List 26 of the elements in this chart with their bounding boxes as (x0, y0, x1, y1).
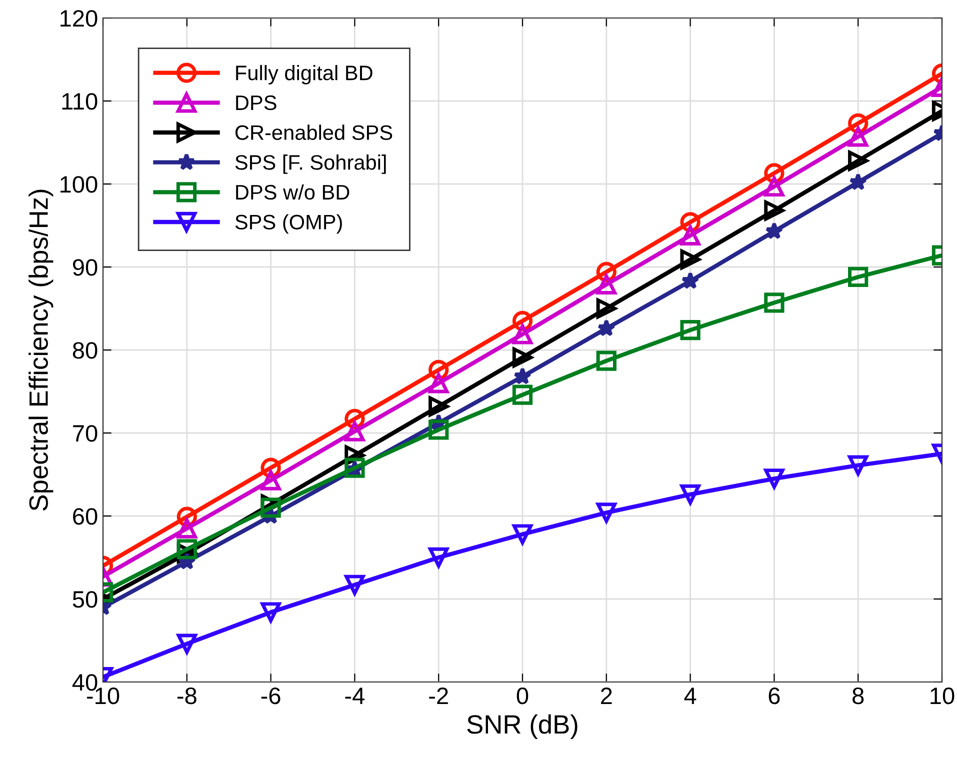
legend-label: SPS (OMP) (235, 214, 342, 234)
legend-label: Fully digital BD (236, 65, 372, 84)
x-tick-label: 2 (601, 687, 612, 704)
y-tick-label: 80 (72, 342, 98, 359)
x-tick-label: -4 (345, 688, 365, 704)
legend-label: CR-enabled SPS (235, 124, 392, 140)
x-tick-label: -2 (429, 687, 448, 704)
x-tick-label: -6 (261, 687, 280, 704)
y-tick-label: 90 (72, 259, 98, 276)
y-tick-label: 120 (60, 10, 98, 27)
x-axis-title: SNR (dB) (467, 714, 578, 740)
y-axis-title: Spectral Efficiency (bps/Hz) (28, 190, 54, 511)
y-tick-label: 110 (62, 93, 98, 110)
legend-label: SPS [F. Sohrabi] (235, 154, 386, 174)
x-tick-label: 4 (684, 688, 696, 704)
legend-label: DPS (236, 95, 276, 110)
legend-label: DPS w/o BD (236, 184, 350, 200)
y-tick-label: 50 (72, 591, 98, 608)
y-tick-label: 100 (60, 176, 98, 193)
y-tick-label: 70 (73, 425, 98, 442)
x-tick-label: 0 (516, 687, 528, 704)
x-tick-label: -8 (177, 687, 196, 704)
x-tick-label: 10 (930, 687, 954, 704)
x-tick-label: 6 (768, 687, 780, 704)
x-tick-label: 8 (852, 687, 864, 704)
y-tick-label: 60 (73, 508, 98, 525)
